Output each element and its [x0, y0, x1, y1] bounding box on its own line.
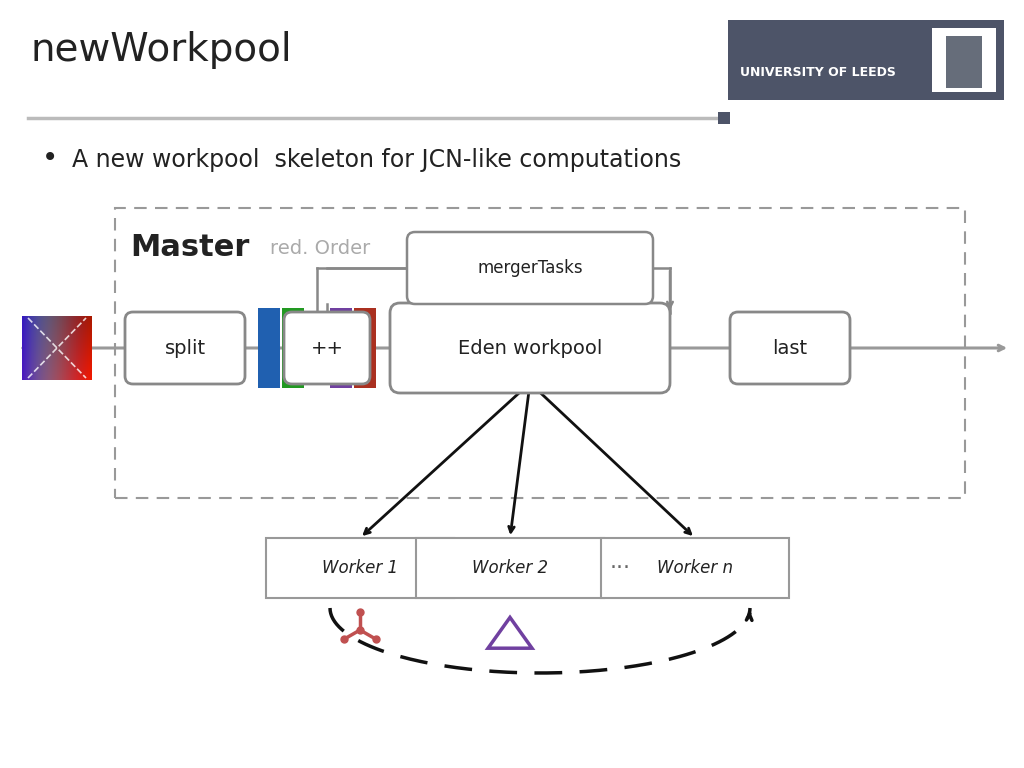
Text: Worker 1: Worker 1: [322, 559, 398, 577]
FancyBboxPatch shape: [946, 36, 982, 88]
Text: ++: ++: [310, 339, 343, 357]
Text: •: •: [42, 144, 58, 172]
Text: UNIVERSITY OF LEEDS: UNIVERSITY OF LEEDS: [740, 65, 896, 78]
Text: red. Order: red. Order: [270, 239, 371, 257]
FancyBboxPatch shape: [730, 312, 850, 384]
Text: ···: ···: [303, 339, 321, 357]
Text: Worker n: Worker n: [657, 559, 733, 577]
Bar: [330, 308, 352, 388]
Text: mergerTasks: mergerTasks: [477, 259, 583, 277]
FancyBboxPatch shape: [390, 303, 670, 393]
Text: Master: Master: [130, 233, 250, 263]
FancyBboxPatch shape: [416, 538, 604, 598]
FancyBboxPatch shape: [115, 208, 965, 498]
FancyBboxPatch shape: [125, 312, 245, 384]
FancyBboxPatch shape: [718, 112, 730, 124]
Bar: [354, 308, 376, 388]
FancyBboxPatch shape: [932, 28, 996, 92]
Text: newWorkpool: newWorkpool: [30, 31, 292, 69]
FancyBboxPatch shape: [728, 20, 1004, 100]
FancyBboxPatch shape: [266, 538, 454, 598]
Text: last: last: [772, 339, 808, 357]
FancyBboxPatch shape: [601, 538, 790, 598]
Text: A new workpool  skeleton for JCN-like computations: A new workpool skeleton for JCN-like com…: [72, 148, 681, 172]
Text: split: split: [165, 339, 206, 357]
Text: Worker 2: Worker 2: [472, 559, 548, 577]
Bar: [282, 308, 304, 388]
Text: ···: ···: [609, 558, 631, 578]
Bar: [258, 308, 280, 388]
FancyBboxPatch shape: [407, 232, 653, 304]
Text: Eden workpool: Eden workpool: [458, 339, 602, 357]
FancyBboxPatch shape: [284, 312, 370, 384]
